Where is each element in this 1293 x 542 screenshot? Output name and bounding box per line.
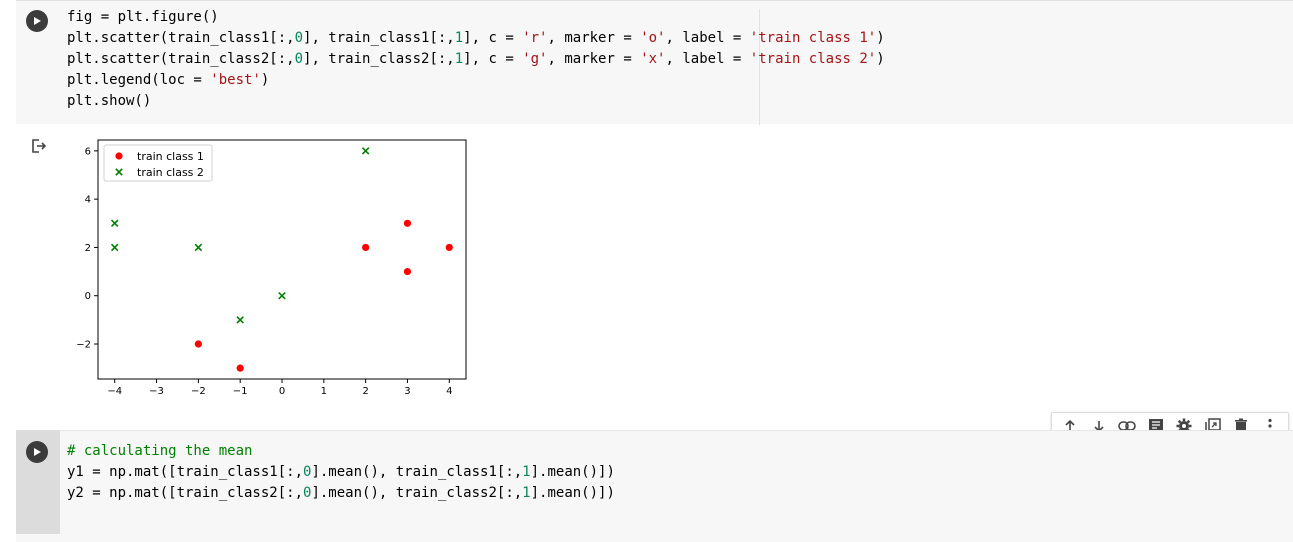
arrow-up-icon[interactable] [1059, 415, 1081, 437]
data-point-series-1 [236, 364, 244, 372]
line-length-ruler [759, 9, 760, 125]
x-tick-label: −3 [149, 386, 164, 397]
x-tick-label: −2 [191, 386, 206, 397]
code-editor-2[interactable]: # calculating the mean y1 = np.mat([train… [67, 441, 615, 504]
data-point-series-2 [278, 291, 286, 300]
code-cell-1-line: plt.legend(loc = 'best') [67, 72, 270, 88]
y-tick-label: 0 [85, 291, 91, 302]
data-point-series-1 [403, 267, 412, 276]
x-tick-label: 1 [321, 386, 327, 397]
y-tick-label: 6 [85, 146, 91, 157]
code-cell-1-line: fig = plt.figure() [67, 9, 219, 25]
data-point-series-1 [194, 340, 202, 348]
data-point-series-2 [236, 316, 244, 324]
code-cell-2-line: # calculating the mean [67, 443, 253, 459]
x-tick-label: 0 [279, 386, 285, 397]
code-cell-2[interactable] [16, 430, 1293, 542]
data-point-series-2 [110, 243, 119, 252]
x-tick-label: 2 [362, 386, 368, 397]
code-cell-1-line: plt.scatter(train_class2[:,0], train_cla… [67, 51, 885, 67]
data-point-series-2 [361, 147, 370, 155]
legend: train class 1 train class 2 [103, 144, 213, 182]
data-point-series-2 [110, 219, 119, 228]
link-icon[interactable] [1116, 415, 1138, 437]
code-cell-1-line: plt.scatter(train_class1[:,0], train_cla… [67, 30, 885, 46]
data-point-series-1 [362, 243, 370, 252]
y-tick-label: −2 [76, 339, 91, 350]
y-tick-label: 2 [85, 243, 91, 254]
x-tick-label: 3 [404, 386, 410, 397]
code-cell-2-line: y2 = np.mat([train_class2[:,0].mean(), t… [67, 485, 615, 501]
data-point-series-1 [403, 219, 412, 227]
gear-icon[interactable] [1173, 415, 1195, 437]
output-icon[interactable] [31, 138, 47, 157]
scatter-plot: −4 −3 −2 −1 0 1 2 3 4 −2 0 2 4 6 train class 1 train … [76, 136, 476, 410]
data-point-series-1 [445, 243, 453, 252]
x-tick-label: 4 [446, 386, 452, 397]
x-tick-label: −1 [233, 386, 248, 397]
legend-marker [115, 168, 123, 176]
data-point-series-2 [194, 243, 203, 252]
legend-label: train class 1 [137, 150, 204, 163]
x-tick-label: −4 [107, 386, 122, 397]
legend-label: train class 2 [137, 166, 204, 179]
legend-box [103, 144, 213, 182]
code-cell-1[interactable] [16, 0, 1293, 125]
run-cell-button[interactable] [26, 10, 48, 32]
run-cell-button-2[interactable] [26, 441, 48, 463]
code-cell-2-line: y1 = np.mat([train_class1[:,0].mean(), t… [67, 464, 615, 480]
comment-icon[interactable] [1145, 415, 1167, 437]
play-icon [34, 448, 41, 456]
y-tick-label: 4 [85, 195, 91, 206]
code-cell-1-line: plt.show() [67, 93, 152, 109]
play-icon [34, 17, 41, 25]
trash-icon[interactable] [1230, 415, 1252, 437]
code-editor-1[interactable]: fig = plt.figure() plt.scatter(train_clas… [67, 7, 885, 112]
legend-marker [115, 152, 123, 160]
